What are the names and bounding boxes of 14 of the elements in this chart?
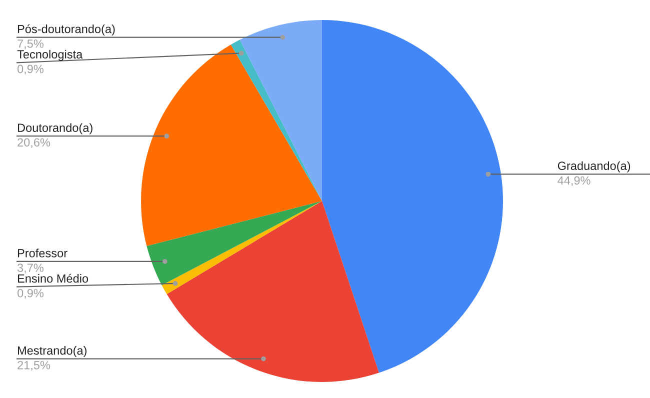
slice-label: Professor [18,248,68,258]
data-label: 7,5% [18,39,44,50]
slice-label: Tecnologista [17,50,83,61]
slice-label: Ensino Médio [18,274,88,283]
data-label: 20,6% [18,138,50,148]
slice-label: Doutorando(a) [18,123,92,134]
data-label: 3,7% [17,264,44,274]
slice-label: Graduando(a) [558,161,630,172]
slice-label: Pós-doutorando(a) [18,24,115,36]
slice-label: Mestrando(a) [18,346,86,358]
data-label: 44,9% [558,176,590,186]
data-label: 0,9% [17,288,44,299]
data-label: 0,9% [17,64,44,75]
data-label: 21,5% [18,360,50,371]
